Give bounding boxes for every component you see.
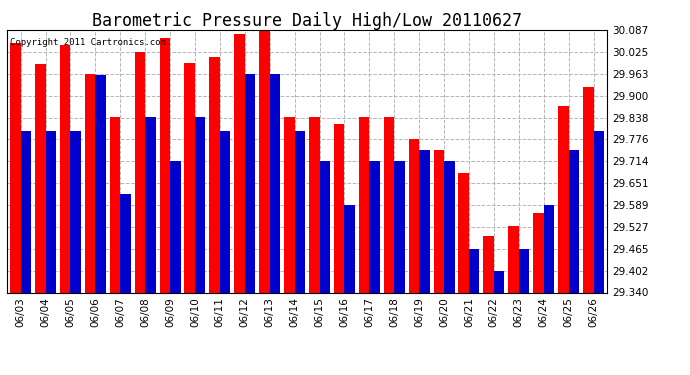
Bar — [334, 124, 344, 292]
Bar — [469, 249, 480, 292]
Bar — [458, 173, 469, 292]
Title: Barometric Pressure Daily High/Low 20110627: Barometric Pressure Daily High/Low 20110… — [92, 12, 522, 30]
Bar — [245, 74, 255, 292]
Bar — [70, 131, 81, 292]
Bar — [419, 150, 430, 292]
Bar — [85, 74, 95, 292]
Bar — [159, 38, 170, 292]
Bar — [259, 30, 270, 292]
Bar — [544, 205, 554, 292]
Bar — [95, 75, 106, 292]
Bar — [359, 117, 369, 292]
Bar — [60, 45, 70, 292]
Bar — [408, 139, 419, 292]
Bar — [35, 64, 46, 292]
Bar — [120, 194, 130, 292]
Bar — [135, 52, 145, 292]
Bar — [170, 161, 181, 292]
Bar — [444, 161, 455, 292]
Bar — [319, 161, 330, 292]
Bar — [209, 57, 220, 292]
Bar — [235, 34, 245, 292]
Bar — [569, 150, 579, 292]
Bar — [195, 117, 206, 292]
Bar — [593, 131, 604, 292]
Bar — [21, 131, 31, 292]
Bar — [484, 236, 494, 292]
Bar — [369, 161, 380, 292]
Bar — [583, 87, 593, 292]
Bar — [344, 205, 355, 292]
Bar — [394, 161, 405, 292]
Bar — [384, 117, 394, 292]
Bar — [220, 131, 230, 292]
Bar — [309, 117, 319, 292]
Bar — [558, 105, 569, 292]
Bar — [433, 150, 444, 292]
Bar — [533, 213, 544, 292]
Bar — [10, 43, 21, 292]
Text: Copyright 2011 Cartronics.com: Copyright 2011 Cartronics.com — [10, 38, 166, 47]
Bar — [284, 117, 295, 292]
Bar — [295, 131, 305, 292]
Bar — [519, 249, 529, 292]
Bar — [184, 63, 195, 292]
Bar — [509, 226, 519, 292]
Bar — [494, 271, 504, 292]
Bar — [46, 131, 56, 292]
Bar — [270, 74, 280, 292]
Bar — [145, 117, 156, 292]
Bar — [110, 117, 120, 292]
